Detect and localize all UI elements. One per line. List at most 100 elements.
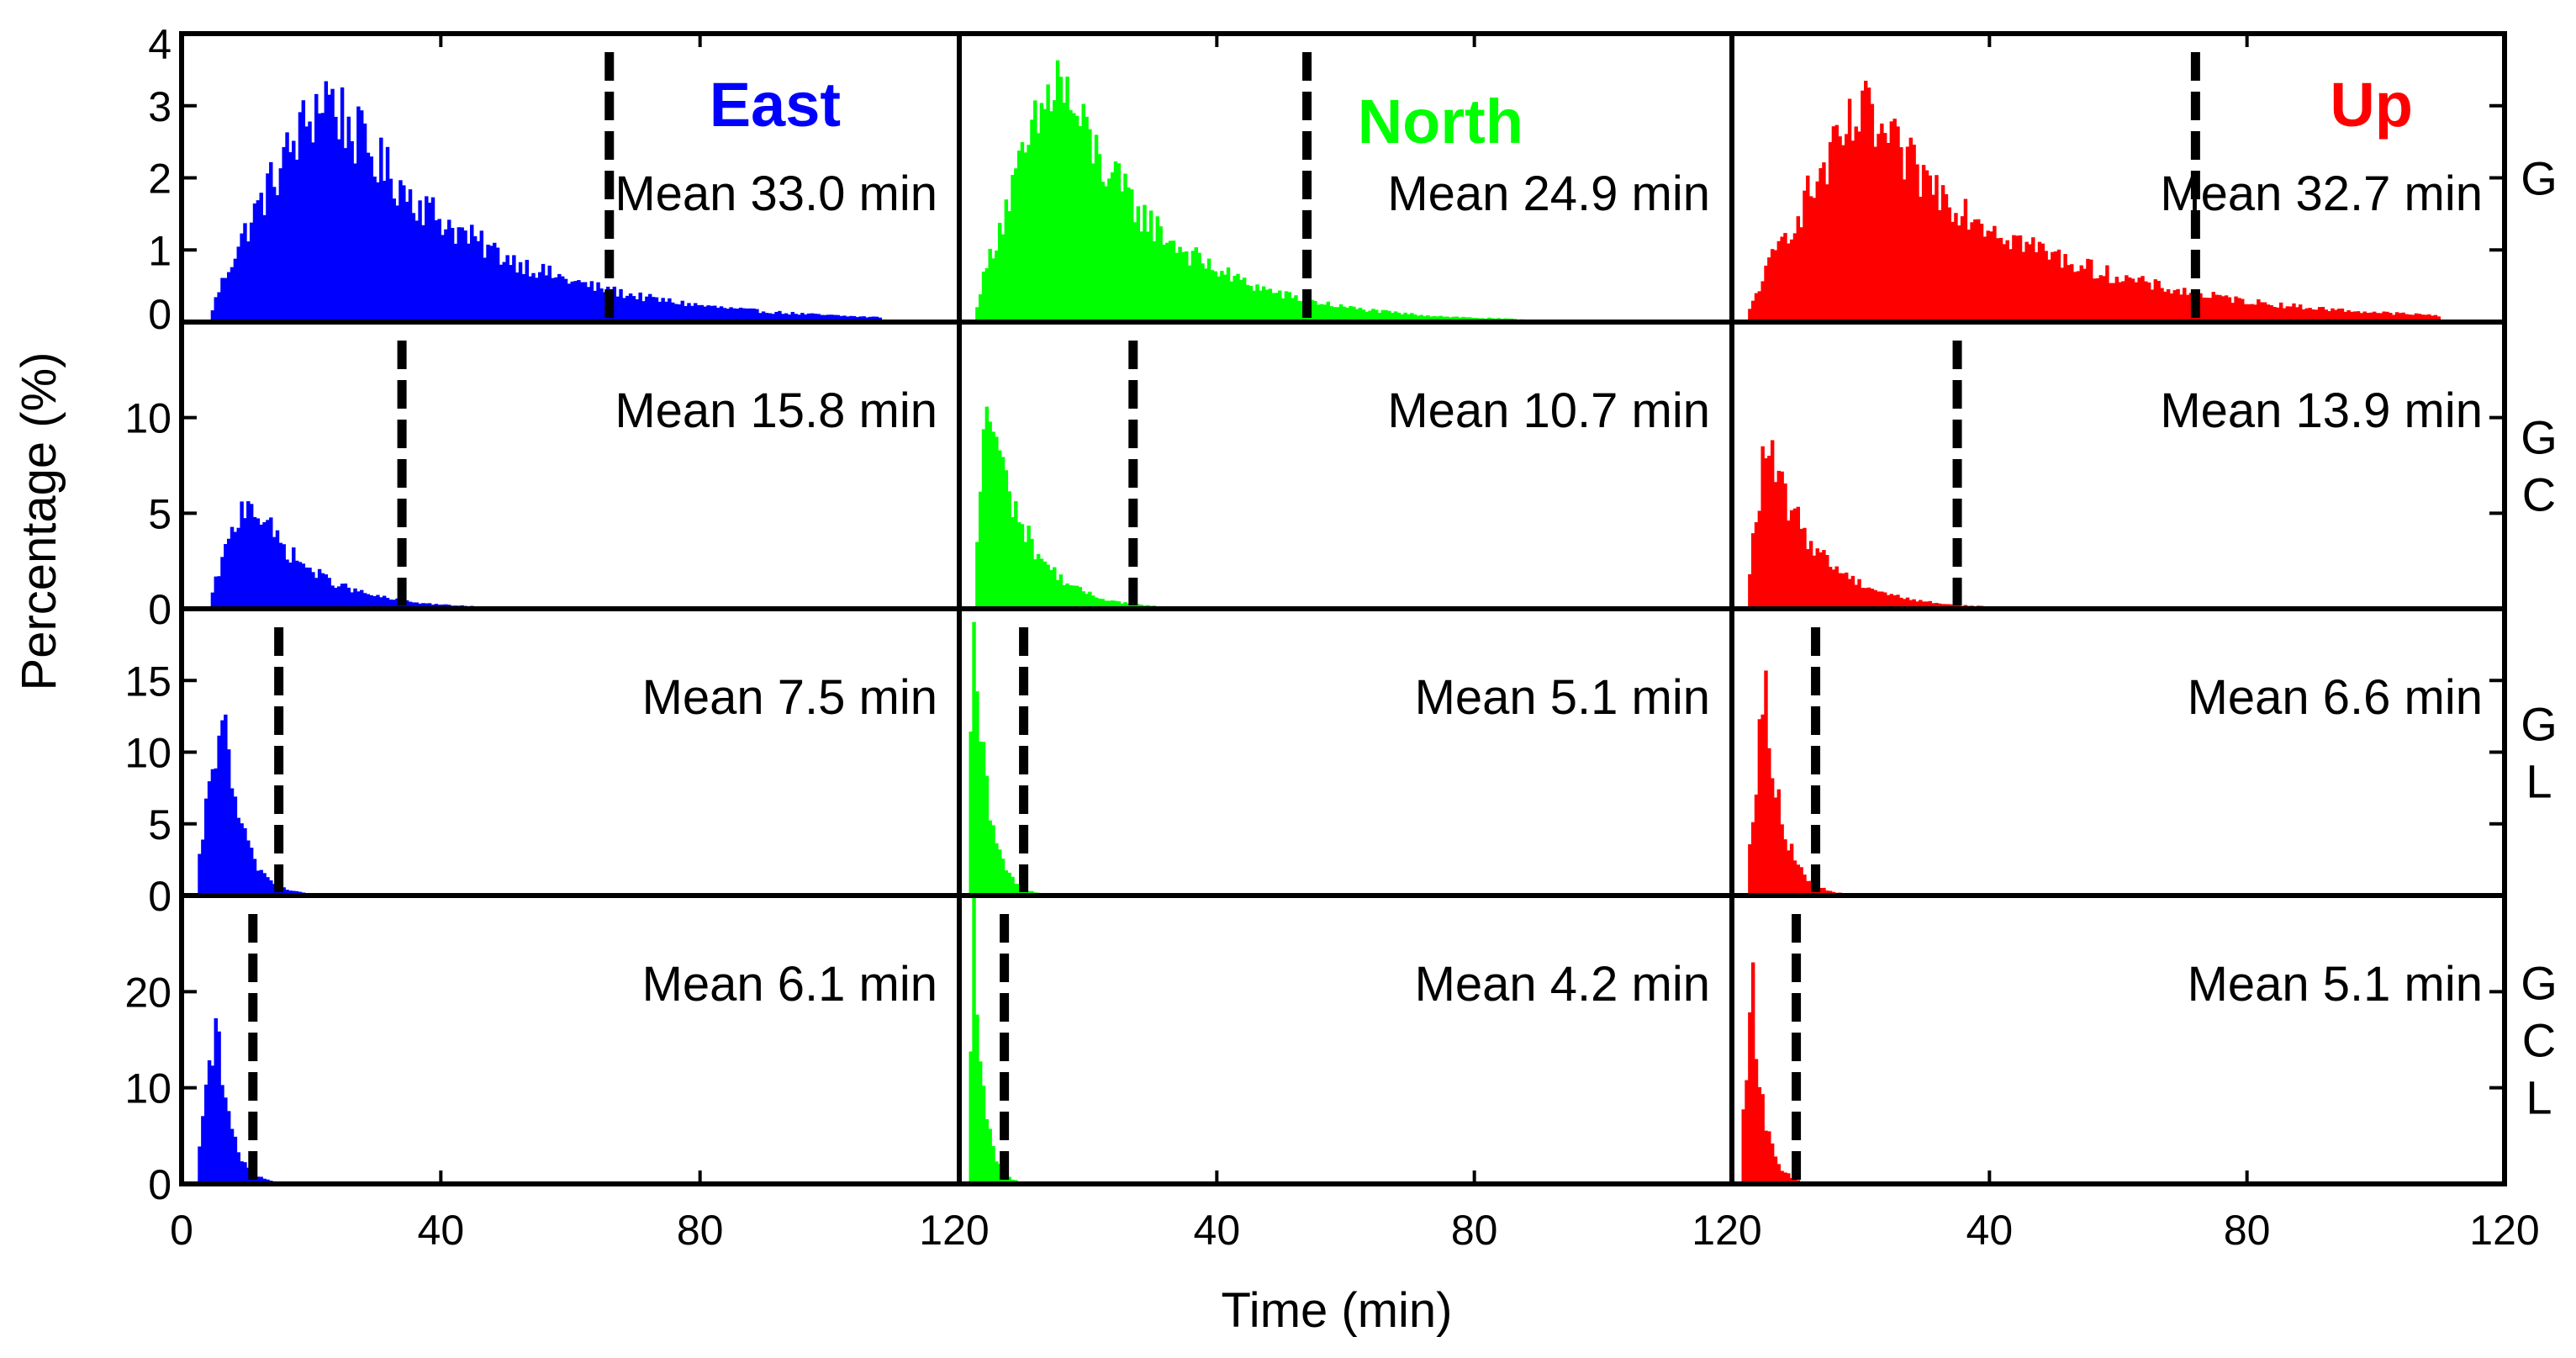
histogram-bar — [1928, 175, 1933, 322]
histogram-bar — [706, 305, 710, 322]
histogram-bar — [392, 198, 396, 322]
histogram-bar — [2408, 314, 2412, 322]
histogram-bar — [1097, 598, 1102, 609]
histogram-bar — [764, 313, 769, 322]
histogram-bar — [230, 788, 235, 896]
histogram-bar — [732, 308, 736, 322]
histogram-bar — [236, 527, 240, 609]
histogram-bar — [382, 595, 387, 609]
histogram-bar — [1233, 276, 1237, 322]
histogram-bar — [1834, 124, 1839, 322]
histogram-bar — [1764, 1130, 1768, 1184]
histogram-bar — [1789, 843, 1794, 896]
histogram-bar — [1886, 594, 1891, 609]
histogram-bar — [1245, 284, 1250, 322]
histogram-bar — [1365, 311, 1369, 322]
histogram-bar — [2427, 314, 2431, 322]
histogram-bar — [1036, 133, 1041, 322]
histogram-bar — [1780, 236, 1784, 322]
histogram-bar — [2063, 254, 2067, 322]
histogram-bar — [829, 314, 834, 322]
histogram-bar — [984, 406, 990, 609]
histogram-north-row2 — [975, 406, 1217, 609]
histogram-bar — [1210, 270, 1215, 322]
histogram-bar — [1783, 1172, 1787, 1184]
histogram-bar — [1754, 1059, 1759, 1184]
histogram-bar — [1085, 116, 1089, 322]
histogram-bar — [340, 584, 345, 609]
histogram-bar — [2257, 299, 2261, 322]
histogram-bar — [988, 820, 992, 896]
histogram-bar — [2394, 312, 2399, 322]
histogram-bar — [1882, 133, 1887, 322]
histogram-bar — [1944, 193, 1949, 322]
histogram-bar — [2278, 302, 2283, 322]
histogram-bar — [713, 305, 717, 322]
histogram-bar — [203, 798, 209, 896]
histogram-bar — [2125, 275, 2129, 322]
histogram-bar — [275, 530, 280, 609]
mean-label: Mean 5.1 min — [1415, 670, 1710, 725]
histogram-bar — [2037, 241, 2042, 322]
histogram-bar — [852, 315, 857, 322]
histogram-bar — [981, 429, 986, 609]
mean-label: Mean 6.1 min — [642, 957, 937, 1012]
histogram-bar — [1349, 305, 1353, 322]
histogram-bar — [388, 600, 393, 609]
histogram-bar — [1921, 165, 1926, 322]
histogram-bar — [2420, 314, 2425, 322]
histogram-bar — [664, 301, 668, 322]
histogram-bar — [984, 775, 990, 896]
histogram-bar — [369, 594, 373, 609]
histogram-bar — [233, 1136, 238, 1184]
histogram-bar — [673, 304, 678, 322]
histogram-bar — [622, 298, 626, 322]
histogram-bar — [1074, 115, 1079, 322]
histogram-bar — [1770, 249, 1775, 322]
histogram-bar — [1770, 1143, 1775, 1184]
histogram-bar — [2070, 264, 2074, 322]
histogram-bar — [282, 146, 286, 322]
histogram-bar — [275, 195, 280, 322]
histogram-bar — [1877, 591, 1881, 609]
histogram-bar — [1792, 860, 1797, 896]
histogram-bar — [1970, 222, 1974, 322]
histogram-bar — [2150, 289, 2155, 322]
histogram-bar — [991, 431, 995, 609]
histogram-bar — [1438, 315, 1443, 322]
y-tick-label: 5 — [148, 801, 172, 848]
histogram-bar — [346, 116, 351, 322]
histogram-bar — [1854, 126, 1858, 322]
histogram-bar — [544, 275, 549, 322]
histogram-bar — [661, 298, 665, 322]
histogram-bar — [2060, 267, 2064, 322]
histogram-bar — [1834, 566, 1839, 609]
histogram-bar — [2320, 307, 2325, 322]
histogram-bar — [978, 294, 983, 322]
histogram-east-row2 — [210, 501, 558, 609]
histogram-bar — [2082, 268, 2087, 322]
histogram-bar — [2343, 311, 2347, 322]
histogram-bar — [1789, 510, 1794, 609]
histogram-bar — [288, 151, 293, 322]
histogram-bar — [1935, 602, 1939, 609]
histogram-bar — [308, 568, 312, 609]
histogram-bar — [1760, 1094, 1765, 1184]
histogram-bar — [353, 163, 357, 322]
histogram-bar — [1825, 184, 1829, 322]
histogram-bar — [379, 597, 383, 609]
histogram-bar — [1107, 600, 1111, 609]
histogram-bar — [220, 557, 224, 609]
histogram-bar — [1055, 60, 1060, 323]
histogram-bar — [1185, 251, 1189, 322]
histogram-bar — [1792, 508, 1797, 609]
y-tick-label: 5 — [148, 490, 172, 537]
histogram-bar — [259, 869, 263, 896]
histogram-bar — [327, 578, 331, 609]
histogram-bar — [252, 203, 257, 322]
histogram-bar — [2018, 235, 2023, 322]
histogram-bar — [1261, 286, 1266, 322]
histogram-bar — [330, 88, 335, 322]
histogram-bar — [262, 214, 267, 322]
histogram-bar — [404, 201, 409, 322]
